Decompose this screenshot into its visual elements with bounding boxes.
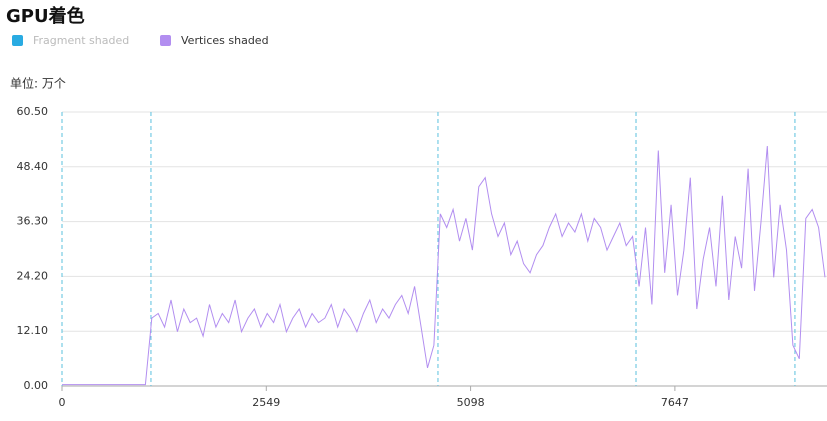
y-tick-label: 12.10 xyxy=(17,324,49,337)
legend-swatch[interactable] xyxy=(160,35,171,46)
y-tick-label: 48.40 xyxy=(17,160,49,173)
x-tick-label: 0 xyxy=(59,396,66,409)
x-tick-label: 2549 xyxy=(252,396,280,409)
legend-label[interactable]: Vertices shaded xyxy=(181,34,269,47)
y-axis-label: 单位: 万个 xyxy=(10,76,66,91)
x-tick-label: 5098 xyxy=(457,396,485,409)
data-line xyxy=(62,145,826,386)
y-tick-label: 60.50 xyxy=(17,105,49,118)
y-tick-label: 0.00 xyxy=(24,379,49,392)
chart-title: GPU着色 xyxy=(6,5,85,27)
legend-swatch[interactable] xyxy=(12,35,23,46)
x-tick-label: 7647 xyxy=(661,396,689,409)
y-tick-label: 36.30 xyxy=(17,215,49,228)
legend-label[interactable]: Fragment shaded xyxy=(33,34,129,47)
y-tick-label: 24.20 xyxy=(17,269,49,282)
